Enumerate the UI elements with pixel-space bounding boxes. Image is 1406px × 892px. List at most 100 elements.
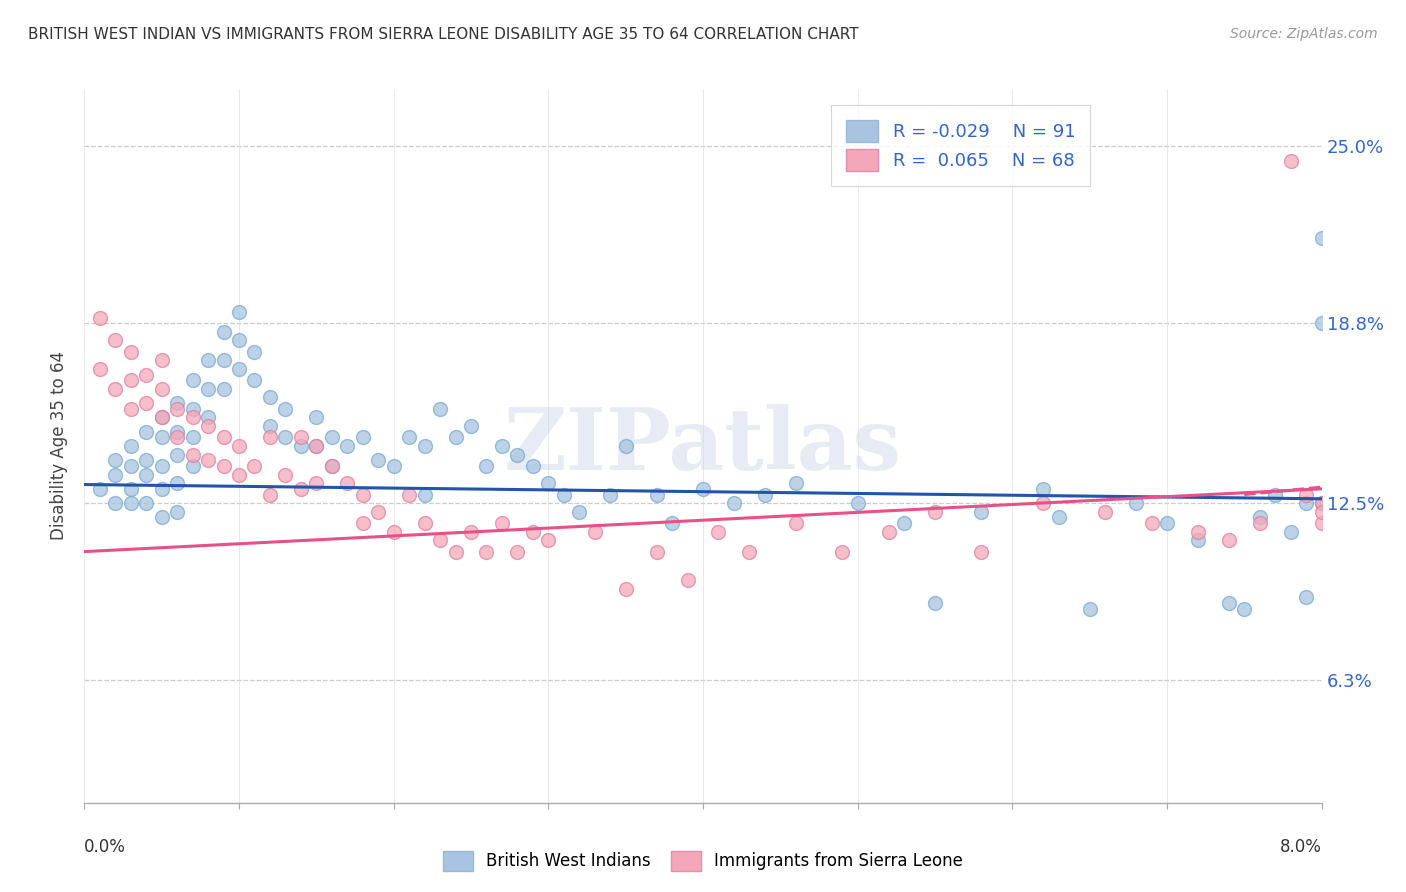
- Point: [846, 496, 869, 510]
- Point: [1310, 505, 1333, 519]
- Point: [321, 430, 343, 444]
- Point: [274, 467, 297, 482]
- Point: [738, 544, 761, 558]
- Point: [1310, 316, 1333, 330]
- Point: [228, 334, 250, 348]
- Point: [599, 487, 621, 501]
- Point: [197, 382, 219, 396]
- Point: [104, 382, 127, 396]
- Point: [553, 487, 575, 501]
- Point: [537, 476, 560, 491]
- Point: [1140, 516, 1163, 530]
- Point: [707, 524, 730, 539]
- Point: [924, 596, 946, 610]
- Text: Source: ZipAtlas.com: Source: ZipAtlas.com: [1230, 27, 1378, 41]
- Point: [290, 430, 312, 444]
- Point: [475, 458, 498, 473]
- Point: [1264, 487, 1286, 501]
- Point: [336, 439, 359, 453]
- Point: [104, 453, 127, 467]
- Point: [645, 487, 668, 501]
- Point: [150, 410, 173, 425]
- Point: [259, 430, 281, 444]
- Point: [970, 505, 993, 519]
- Point: [166, 448, 188, 462]
- Point: [413, 439, 436, 453]
- Point: [89, 482, 111, 496]
- Point: [754, 487, 776, 501]
- Point: [336, 476, 359, 491]
- Point: [243, 458, 266, 473]
- Point: [398, 430, 420, 444]
- Point: [181, 448, 204, 462]
- Point: [1233, 601, 1256, 615]
- Point: [893, 516, 915, 530]
- Point: [413, 487, 436, 501]
- Point: [166, 476, 188, 491]
- Point: [382, 524, 405, 539]
- Point: [290, 482, 312, 496]
- Point: [120, 482, 142, 496]
- Point: [506, 544, 529, 558]
- Point: [877, 524, 900, 539]
- Point: [1310, 230, 1333, 244]
- Point: [460, 419, 482, 434]
- Point: [1078, 601, 1101, 615]
- Point: [212, 430, 235, 444]
- Point: [104, 467, 127, 482]
- Point: [228, 439, 250, 453]
- Point: [135, 467, 157, 482]
- Point: [228, 362, 250, 376]
- Point: [212, 458, 235, 473]
- Point: [120, 439, 142, 453]
- Point: [1032, 496, 1054, 510]
- Point: [1279, 524, 1302, 539]
- Point: [305, 439, 328, 453]
- Point: [645, 544, 668, 558]
- Text: ZIPatlas: ZIPatlas: [503, 404, 903, 488]
- Point: [352, 430, 374, 444]
- Point: [135, 368, 157, 382]
- Point: [150, 510, 173, 524]
- Point: [166, 401, 188, 416]
- Point: [614, 439, 637, 453]
- Point: [661, 516, 683, 530]
- Point: [1310, 496, 1333, 510]
- Point: [181, 410, 204, 425]
- Point: [197, 410, 219, 425]
- Point: [785, 516, 807, 530]
- Point: [305, 439, 328, 453]
- Point: [228, 305, 250, 319]
- Point: [120, 458, 142, 473]
- Point: [259, 391, 281, 405]
- Point: [676, 573, 699, 587]
- Text: BRITISH WEST INDIAN VS IMMIGRANTS FROM SIERRA LEONE DISABILITY AGE 35 TO 64 CORR: BRITISH WEST INDIAN VS IMMIGRANTS FROM S…: [28, 27, 859, 42]
- Text: 0.0%: 0.0%: [84, 838, 127, 856]
- Point: [413, 516, 436, 530]
- Point: [475, 544, 498, 558]
- Point: [212, 382, 235, 396]
- Point: [150, 482, 173, 496]
- Point: [583, 524, 606, 539]
- Y-axis label: Disability Age 35 to 64: Disability Age 35 to 64: [51, 351, 69, 541]
- Legend: British West Indians, Immigrants from Sierra Leone: British West Indians, Immigrants from Si…: [434, 842, 972, 880]
- Point: [197, 419, 219, 434]
- Point: [166, 396, 188, 410]
- Point: [166, 505, 188, 519]
- Point: [243, 344, 266, 359]
- Point: [924, 505, 946, 519]
- Point: [104, 496, 127, 510]
- Point: [398, 487, 420, 501]
- Point: [274, 430, 297, 444]
- Point: [321, 458, 343, 473]
- Point: [1125, 496, 1147, 510]
- Point: [1249, 510, 1271, 524]
- Point: [831, 544, 853, 558]
- Point: [135, 496, 157, 510]
- Point: [274, 401, 297, 416]
- Point: [150, 430, 173, 444]
- Point: [150, 458, 173, 473]
- Point: [150, 382, 173, 396]
- Point: [1156, 516, 1178, 530]
- Point: [491, 516, 513, 530]
